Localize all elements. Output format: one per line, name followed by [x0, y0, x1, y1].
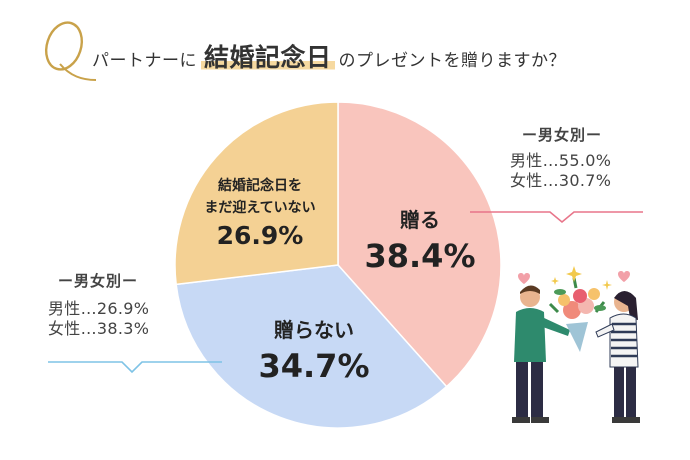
sparkle-icon — [566, 266, 582, 282]
pie-slice-not-give — [175, 264, 448, 429]
slice-name-not-yet-line1: 結婚記念日を — [218, 178, 302, 194]
woman-figure — [595, 291, 640, 423]
heart-icon — [618, 271, 630, 282]
slice-label-give: 贈る 38.4% — [355, 204, 485, 275]
sparkle-icon — [602, 280, 612, 290]
bouquet — [548, 277, 606, 352]
breakdown-give-male: 男性…55.0% — [510, 151, 612, 170]
man-figure — [512, 285, 570, 423]
slice-label-not-give: 贈らない 34.7% — [244, 314, 384, 385]
slice-value-not-yet: 26.9% — [216, 221, 304, 250]
q-letter: Q — [38, 14, 39, 15]
title-prefix: パートナーに — [92, 51, 197, 71]
q-letter-icon: Q — [38, 14, 97, 81]
breakdown-give-title: ー男女別ー — [522, 126, 603, 144]
slice-value-not-give: 34.7% — [258, 347, 370, 385]
page-title: パートナーに 結婚記念日 のプレゼントを贈りますか？ — [92, 38, 566, 74]
slice-value-give: 38.4% — [364, 237, 476, 275]
breakdown-not-give-title: ー男女別ー — [58, 272, 139, 290]
title-highlight: 結婚記念日 — [201, 43, 335, 72]
title-suffix: のプレゼントを贈りますか？ — [338, 51, 567, 71]
pie-slice-not-yet — [174, 101, 339, 286]
slice-name-not-yet-line2: まだ迎えていない — [204, 200, 316, 216]
pie-slice-give — [337, 101, 502, 388]
couple-bouquet-illustration — [512, 266, 640, 423]
slice-name-not-give: 贈らない — [274, 318, 354, 342]
breakdown-not-give-female: 女性…38.3% — [48, 319, 150, 338]
breakdown-not-give-male: 男性…26.9% — [48, 299, 150, 318]
breakdown-give: ー男女別ー 男性…55.0% 女性…30.7% — [510, 124, 611, 191]
breakdown-give-female: 女性…30.7% — [510, 171, 612, 190]
slice-label-not-yet: 結婚記念日を まだ迎えていない 26.9% — [195, 175, 325, 250]
breakdown-not-give: ー男女別ー 男性…26.9% 女性…38.3% — [48, 270, 149, 339]
slice-name-give: 贈る — [400, 208, 440, 232]
heart-icon — [518, 273, 530, 284]
sparkle-icon — [551, 277, 559, 285]
